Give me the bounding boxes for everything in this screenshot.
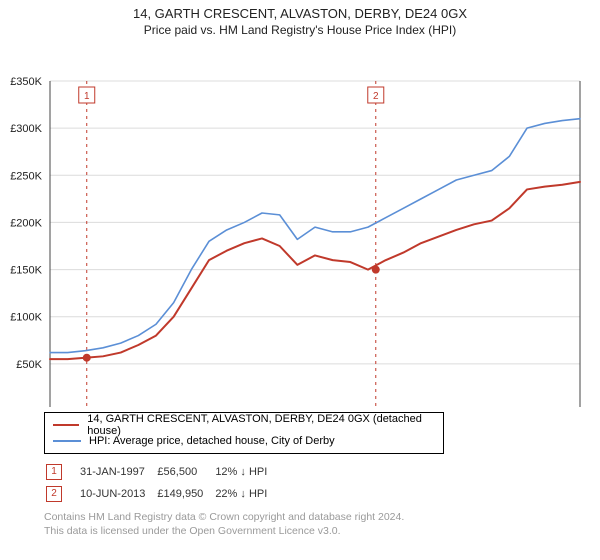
sale-marker-badge: 2 bbox=[373, 91, 379, 102]
sales-table: 1 31-JAN-1997 £56,500 12% ↓ HPI 2 10-JUN… bbox=[44, 460, 279, 506]
sale-marker-badge: 1 bbox=[46, 464, 62, 480]
sale-date: 10-JUN-2013 bbox=[80, 484, 155, 504]
series-line bbox=[50, 119, 580, 353]
sale-price: £149,950 bbox=[157, 484, 213, 504]
table-row: 1 31-JAN-1997 £56,500 12% ↓ HPI bbox=[46, 462, 277, 482]
sale-date: 31-JAN-1997 bbox=[80, 462, 155, 482]
line-chart: £0£50K£100K£150K£200K£250K£300K£350K1995… bbox=[0, 37, 600, 407]
legend-row: 14, GARTH CRESCENT, ALVASTON, DERBY, DE2… bbox=[53, 417, 435, 433]
series-line bbox=[50, 182, 580, 359]
attribution-line: This data is licensed under the Open Gov… bbox=[44, 524, 404, 538]
legend-swatch bbox=[53, 424, 79, 426]
attribution-line: Contains HM Land Registry data © Crown c… bbox=[44, 510, 404, 524]
title-main: 14, GARTH CRESCENT, ALVASTON, DERBY, DE2… bbox=[0, 6, 600, 21]
y-tick-label: £300K bbox=[10, 123, 42, 135]
legend-label: HPI: Average price, detached house, City… bbox=[89, 435, 335, 447]
attribution: Contains HM Land Registry data © Crown c… bbox=[44, 510, 404, 538]
title-sub: Price paid vs. HM Land Registry's House … bbox=[0, 23, 600, 37]
table-row: 2 10-JUN-2013 £149,950 22% ↓ HPI bbox=[46, 484, 277, 504]
chart-container: 14, GARTH CRESCENT, ALVASTON, DERBY, DE2… bbox=[0, 0, 600, 560]
y-tick-label: £250K bbox=[10, 170, 42, 182]
legend-label: 14, GARTH CRESCENT, ALVASTON, DERBY, DE2… bbox=[87, 413, 435, 437]
y-tick-label: £50K bbox=[16, 359, 42, 371]
sale-vs-hpi: 12% ↓ HPI bbox=[215, 462, 277, 482]
sale-marker-badge: 2 bbox=[46, 486, 62, 502]
legend-swatch bbox=[53, 440, 81, 442]
sale-price: £56,500 bbox=[157, 462, 213, 482]
y-tick-label: £100K bbox=[10, 312, 42, 324]
y-tick-label: £350K bbox=[10, 76, 42, 88]
sale-marker-badge: 1 bbox=[84, 91, 90, 102]
y-tick-label: £200K bbox=[10, 217, 42, 229]
sale-vs-hpi: 22% ↓ HPI bbox=[215, 484, 277, 504]
chart-titles: 14, GARTH CRESCENT, ALVASTON, DERBY, DE2… bbox=[0, 0, 600, 37]
legend: 14, GARTH CRESCENT, ALVASTON, DERBY, DE2… bbox=[44, 412, 444, 454]
y-tick-label: £150K bbox=[10, 265, 42, 277]
